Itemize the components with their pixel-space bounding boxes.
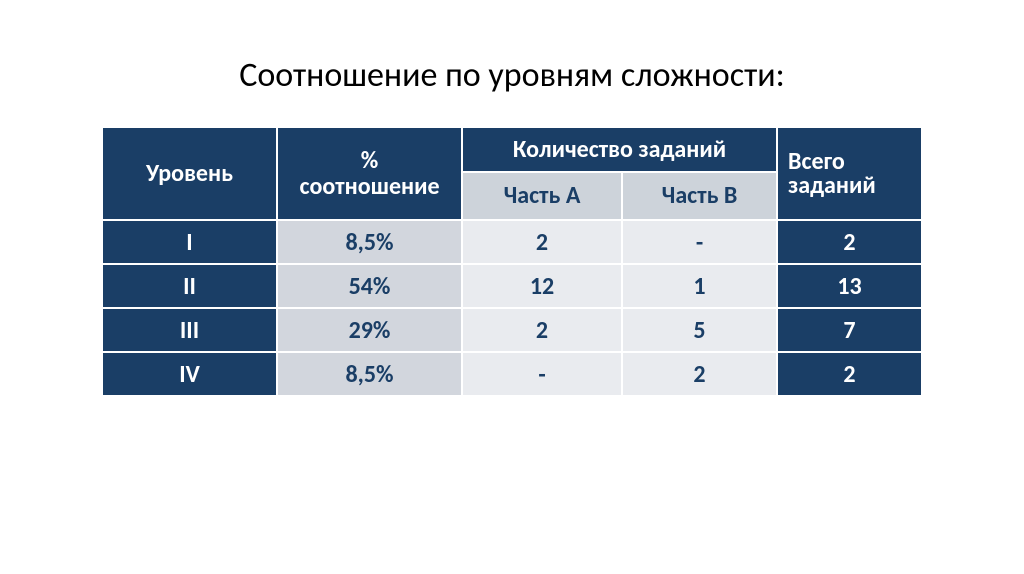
cell-part-b: 5 [622, 308, 777, 352]
header-tasks-group: Количество заданий [462, 127, 777, 172]
cell-level: IV [102, 352, 277, 396]
cell-part-b: 1 [622, 264, 777, 308]
header-level: Уровень [102, 127, 277, 220]
cell-percent: 29% [277, 308, 462, 352]
cell-percent: 8,5% [277, 220, 462, 264]
cell-level: I [102, 220, 277, 264]
cell-level: III [102, 308, 277, 352]
difficulty-table: Уровень % соотношение Количество заданий… [101, 126, 923, 397]
slide-title: Соотношение по уровням сложности: [0, 55, 1024, 96]
cell-part-a: 2 [462, 308, 622, 352]
table-row: III 29% 2 5 7 [102, 308, 922, 352]
cell-part-a: 12 [462, 264, 622, 308]
cell-part-b: - [622, 220, 777, 264]
header-percent-bottom: соотношение [299, 172, 439, 201]
header-total: Всего заданий [777, 127, 922, 220]
header-part-b: Часть В [622, 172, 777, 220]
header-percent: % соотношение [277, 127, 462, 220]
table-row: I 8,5% 2 - 2 [102, 220, 922, 264]
cell-total: 2 [777, 352, 922, 396]
slide: Соотношение по уровням сложности: Уровен… [0, 0, 1024, 574]
cell-total: 13 [777, 264, 922, 308]
cell-part-a: - [462, 352, 622, 396]
table-row: IV 8,5% - 2 2 [102, 352, 922, 396]
table-row: II 54% 12 1 13 [102, 264, 922, 308]
cell-part-b: 2 [622, 352, 777, 396]
cell-level: II [102, 264, 277, 308]
header-part-a: Часть А [462, 172, 622, 220]
cell-total: 7 [777, 308, 922, 352]
cell-percent: 54% [277, 264, 462, 308]
cell-percent: 8,5% [277, 352, 462, 396]
cell-total: 2 [777, 220, 922, 264]
cell-part-a: 2 [462, 220, 622, 264]
